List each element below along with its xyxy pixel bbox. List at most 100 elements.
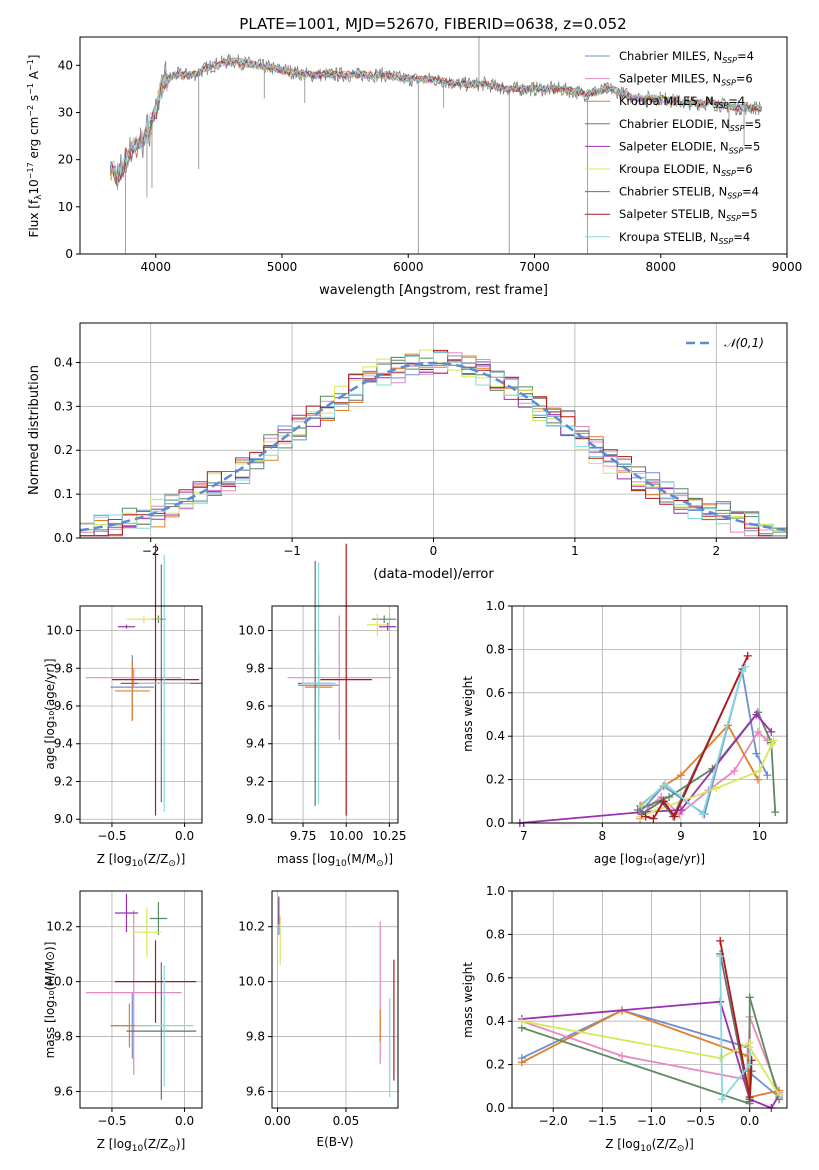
mass-weight-marker: [775, 1090, 784, 1099]
x-axis-label: E(B-V): [316, 1135, 353, 1149]
legend-label: Chabrier ELODIE, NSSP=5: [619, 117, 761, 133]
mass-weight-marker: [755, 766, 764, 775]
mass-weight-marker: [718, 1095, 727, 1104]
x-tick-label: −0.5: [686, 1114, 715, 1128]
x-tick-label: 8: [599, 829, 607, 843]
y-axis-label: Flux [fλ10−17 erg cm−2 s−1 A−1]: [26, 55, 44, 238]
model-spectrum-line: [109, 56, 761, 178]
y-tick-label: 0.2: [486, 773, 505, 787]
x-tick-label: −1.0: [637, 1114, 666, 1128]
mass-weight-marker: [698, 810, 707, 819]
y-tick-label: 0: [65, 247, 73, 261]
mass-weight-marker: [769, 736, 778, 745]
mass-weight-marker: [676, 771, 685, 780]
y-tick-label: 0.2: [486, 1058, 505, 1072]
y-axis-label: Normed distribution: [27, 365, 42, 495]
y-tick-label: 10: [58, 200, 73, 214]
legend-label: Chabrier STELIB, NSSP=4: [619, 185, 759, 201]
legend-label: Salpeter STELIB, NSSP=5: [619, 207, 758, 223]
mass-weight-line: [640, 666, 747, 816]
mass-weight-marker: [763, 771, 772, 780]
y-tick-label: 9.8: [54, 661, 73, 675]
mass-weight-marker: [716, 1054, 725, 1063]
model-spectrum-line: [110, 59, 761, 184]
model-spectrum-line: [110, 59, 762, 190]
mass-weight-marker: [517, 1017, 526, 1026]
y-tick-label: 0.0: [54, 531, 73, 545]
mass-weight-marker: [659, 797, 668, 806]
mass-weight-marker: [741, 662, 750, 671]
x-tick-label: 0.0: [740, 1114, 759, 1128]
y-tick-label: 40: [58, 58, 73, 72]
x-tick-label: 6000: [393, 260, 424, 274]
mass-weight-marker: [745, 1060, 754, 1069]
mass-weight-marker: [745, 993, 754, 1002]
y-tick-label: 0.4: [54, 355, 73, 369]
age-vs-metallicity-panel: −0.5 0.0 9.0 9.2 9.4 9.6 9.8 10.0 Z [log10(Z/Z⊙)…: [43, 543, 203, 869]
y-axis-label: mass weight: [461, 962, 475, 1038]
legend-label: Kroupa STELIB, NSSP=4: [619, 230, 750, 246]
y-tick-label: 0.4: [486, 1014, 505, 1028]
x-tick-label: 9.75: [290, 829, 317, 843]
plot-frame: [511, 890, 788, 1109]
y-tick-label: 0.6: [486, 971, 505, 985]
y-tick-label: 0.1: [54, 487, 73, 501]
y-tick-label: 10.2: [238, 920, 265, 934]
x-axis-label: Z [log10(Z/Z⊙)]: [97, 1137, 186, 1154]
x-tick-label: −1: [283, 544, 301, 558]
x-tick-label: 0.0: [175, 829, 194, 843]
y-tick-label: 9.6: [54, 1085, 73, 1099]
y-tick-label: 10.0: [46, 975, 73, 989]
legend-label: Chabrier MILES, NSSP=4: [619, 49, 754, 65]
x-tick-label: 9000: [772, 260, 803, 274]
y-tick-label: 20: [58, 153, 73, 167]
y-tick-label: 0.0: [486, 1101, 505, 1115]
y-axis-label: mass weight: [461, 676, 475, 752]
x-tick-label: −2: [142, 544, 160, 558]
mass-weight-marker: [661, 779, 670, 788]
y-tick-label: 0.6: [486, 686, 505, 700]
y-tick-label: 0.8: [486, 927, 505, 941]
x-tick-label: −0.5: [97, 829, 126, 843]
x-tick-label: −1.5: [588, 1114, 617, 1128]
legend-label: Kroupa MILES, NSSP=4: [619, 94, 745, 110]
mass-weight-marker: [730, 766, 739, 775]
y-tick-label: 0.3: [54, 399, 73, 413]
x-tick-label: 7: [520, 829, 528, 843]
mass-weight-marker: [745, 1049, 754, 1058]
mass-weight-marker: [641, 812, 650, 821]
normal-distribution-curve: [79, 361, 788, 532]
y-tick-label: 9.6: [54, 699, 73, 713]
mass-weight-line: [719, 956, 751, 1102]
y-tick-label: 0.4: [486, 729, 505, 743]
spectrum-panel: 4000 5000 6000 7000 8000 9000 0 10 20 30 40 wavelen…: [26, 36, 803, 298]
mass-weight-marker: [618, 1051, 626, 1060]
mass-weight-marker: [745, 1093, 754, 1102]
mass-weight-marker: [743, 651, 752, 660]
x-tick-label: 0.0: [175, 1114, 194, 1128]
mass-weight-marker: [767, 727, 776, 736]
x-tick-label: 5000: [267, 260, 298, 274]
legend-label: Salpeter ELODIE, NSSP=5: [619, 139, 760, 155]
x-tick-label: −2.0: [539, 1114, 568, 1128]
mass-weight-marker: [716, 952, 725, 961]
x-axis-label: Z [log10(Z/Z⊙)]: [605, 1137, 694, 1154]
mass-weight-marker: [649, 814, 658, 823]
mass-weight-marker: [738, 667, 747, 676]
y-tick-label: 10.2: [46, 920, 73, 934]
y-tick-label: 0.0: [486, 816, 505, 830]
y-tick-label: 9.8: [246, 661, 265, 675]
y-tick-label: 9.4: [54, 737, 73, 751]
y-tick-label: 30: [58, 105, 73, 119]
x-tick-label: 10: [752, 829, 767, 843]
mass-weight-marker: [753, 727, 762, 736]
figure-title: PLATE=1001, MJD=52670, FIBERID=0638, z=0…: [239, 15, 626, 33]
age-vs-mass-panel: 9.75 10.00 10.25 9.0 9.2 9.4 9.6 9.8 10.0 mass [l…: [238, 543, 407, 869]
y-tick-label: 1.0: [486, 884, 505, 898]
mass-weight-marker: [712, 784, 721, 793]
y-tick-label: 9.6: [246, 1085, 265, 1099]
y-tick-label: 0.2: [54, 443, 73, 457]
x-tick-label: 0.05: [333, 1114, 360, 1128]
mass-weight-marker: [517, 1058, 526, 1067]
y-tick-label: 9.8: [54, 1030, 73, 1044]
